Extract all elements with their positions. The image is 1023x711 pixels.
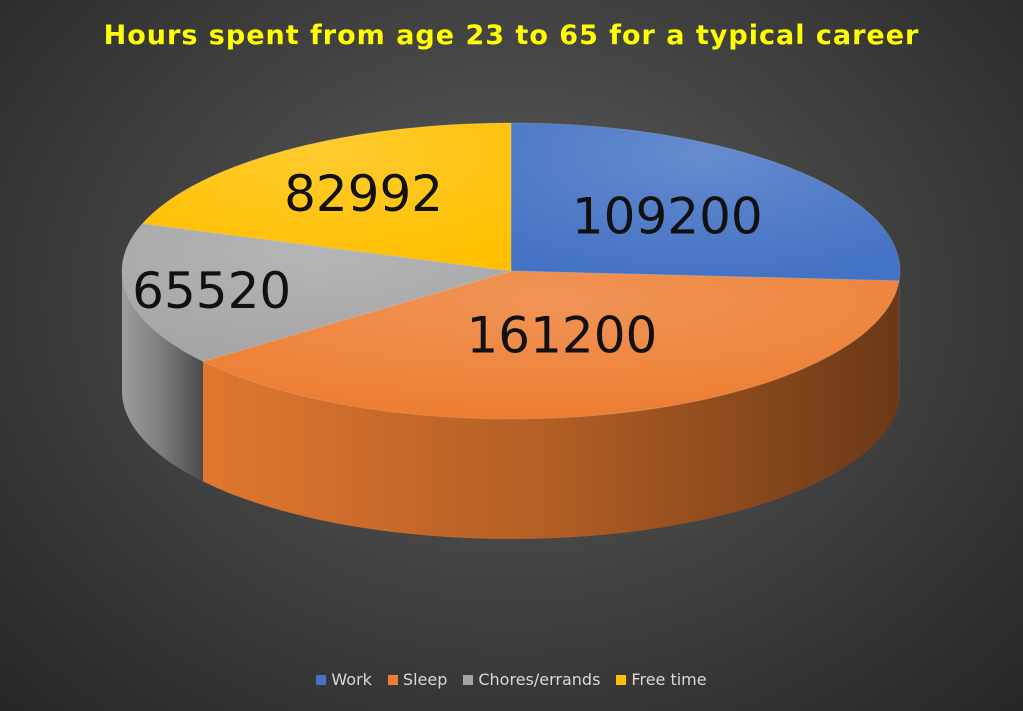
chart-title: Hours spent from age 23 to 65 for a typi… (103, 20, 920, 51)
pie-slice-gloss-sleep (202, 271, 900, 419)
data-label-sleep: 161200 (466, 307, 657, 365)
legend-swatch-free-time (616, 674, 627, 685)
legend-swatch-sleep (387, 674, 398, 685)
pie-slice-gloss-work (511, 123, 900, 281)
legend-item-free-time: Free time (616, 670, 707, 689)
legend-item-chores-errands: Chores/errands (463, 670, 600, 689)
legend: Work Sleep Chores/errands Free time (0, 670, 1023, 689)
pie-side-shade-chores-errands (122, 271, 203, 482)
pie-side-shade-sleep (202, 280, 900, 539)
pie-slice-gloss-free-time (142, 123, 512, 271)
legend-swatch-chores-errands (463, 674, 474, 685)
legend-swatch-work (316, 674, 327, 685)
pie-slice-gloss-chores-errands (122, 223, 511, 362)
legend-label-free-time: Free time (631, 670, 707, 689)
data-label-chores-errands: 65520 (132, 262, 291, 320)
legend-item-work: Work (316, 670, 372, 689)
legend-label-sleep: Sleep (402, 670, 448, 689)
legend-item-sleep: Sleep (387, 670, 448, 689)
legend-label-work: Work (331, 670, 372, 689)
legend-label-chores-errands: Chores/errands (478, 670, 601, 689)
pie-side-shade-work (899, 271, 900, 401)
data-label-free-time: 82992 (284, 165, 443, 223)
data-label-work: 109200 (572, 187, 763, 245)
